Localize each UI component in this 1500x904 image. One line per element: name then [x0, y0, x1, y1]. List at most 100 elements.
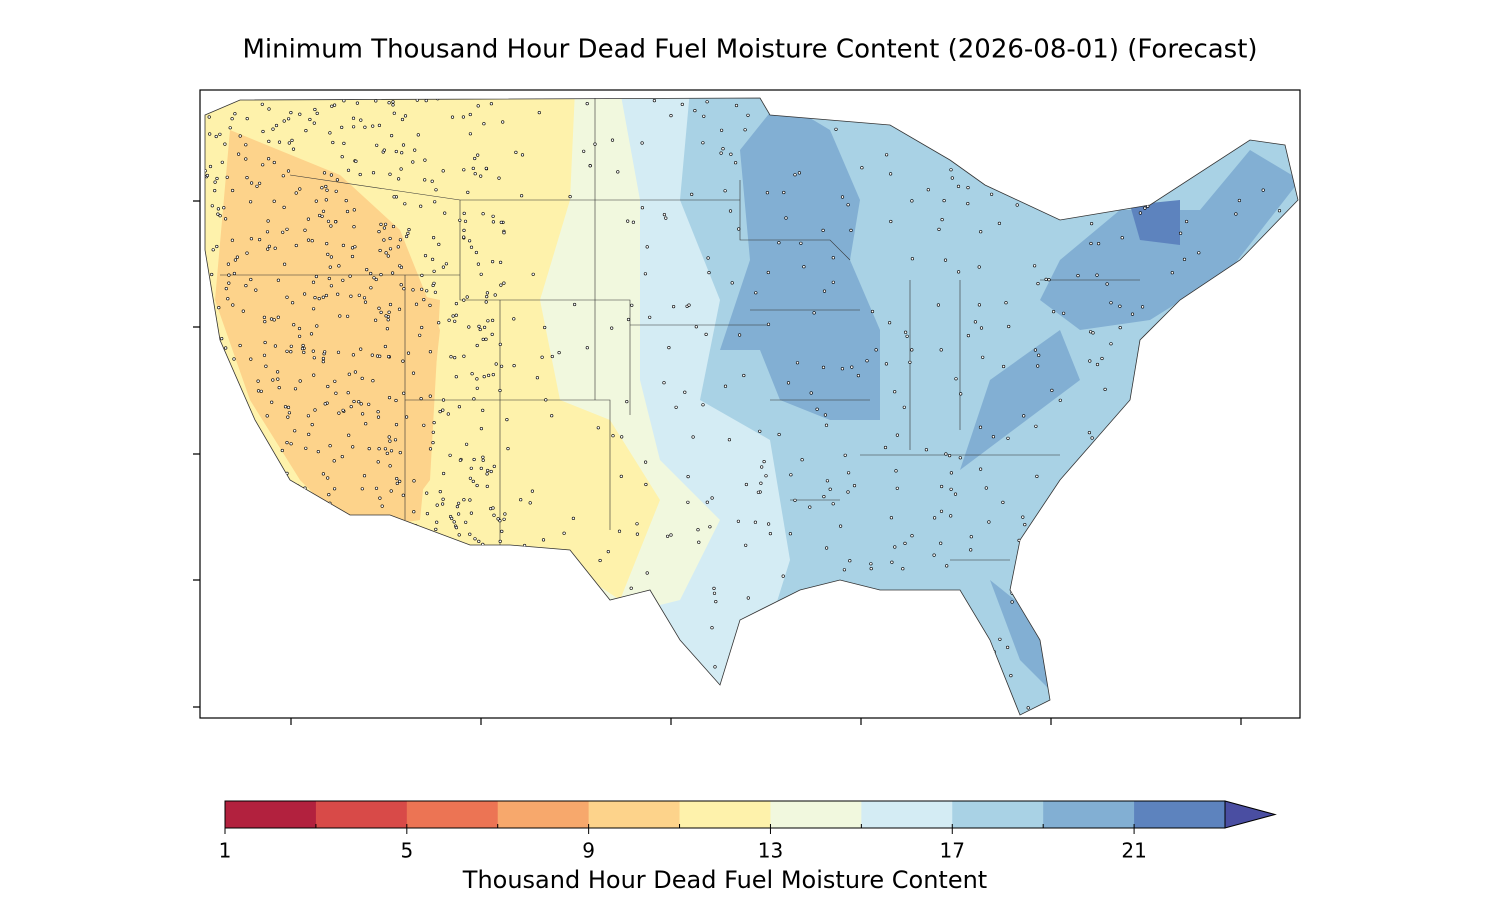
station	[327, 534, 332, 538]
station	[1176, 116, 1180, 120]
station	[341, 408, 345, 412]
station	[541, 538, 546, 542]
station	[309, 332, 314, 336]
station	[702, 114, 706, 118]
station	[260, 521, 265, 525]
station	[359, 118, 363, 122]
station	[402, 287, 406, 291]
colorbar-bin	[861, 801, 953, 828]
station	[319, 568, 323, 573]
station	[285, 227, 289, 231]
station	[380, 556, 384, 560]
station	[350, 246, 355, 250]
station	[399, 95, 402, 98]
station	[606, 549, 610, 554]
colorbar-bin	[225, 801, 317, 828]
station	[337, 264, 341, 268]
station	[742, 373, 746, 378]
station	[230, 238, 234, 242]
station	[346, 168, 351, 172]
station	[394, 149, 398, 154]
station	[977, 265, 981, 269]
station	[239, 678, 243, 682]
station	[1280, 470, 1284, 474]
station	[1246, 265, 1250, 269]
station	[433, 596, 437, 600]
station	[665, 534, 670, 538]
station	[874, 671, 878, 676]
station	[307, 432, 311, 437]
station	[319, 512, 323, 516]
station	[461, 670, 465, 675]
station	[411, 371, 416, 375]
station	[1173, 617, 1177, 621]
station	[321, 295, 325, 299]
station	[730, 281, 734, 285]
station	[944, 452, 948, 456]
station	[712, 586, 716, 591]
station	[362, 519, 367, 523]
station	[950, 176, 954, 180]
station	[1170, 271, 1174, 275]
station	[634, 603, 638, 607]
station	[1050, 388, 1054, 393]
station	[520, 153, 525, 157]
station	[226, 392, 230, 396]
station	[729, 152, 733, 156]
station	[1157, 603, 1161, 607]
station	[463, 670, 468, 674]
station	[359, 402, 363, 406]
station	[367, 447, 371, 451]
station	[261, 163, 265, 167]
station	[412, 479, 416, 483]
station	[243, 611, 247, 615]
station	[445, 697, 449, 701]
station	[834, 127, 838, 131]
station	[1162, 639, 1166, 643]
station	[1126, 645, 1130, 650]
station	[1186, 679, 1190, 684]
station	[230, 565, 235, 570]
station	[635, 522, 639, 526]
station	[370, 353, 374, 357]
station	[263, 531, 267, 536]
station	[368, 668, 373, 672]
station	[1021, 515, 1025, 519]
station	[231, 188, 235, 193]
station	[353, 556, 357, 560]
station	[460, 597, 464, 602]
station	[485, 472, 489, 476]
station	[616, 170, 620, 174]
station	[350, 254, 355, 259]
station	[1170, 665, 1174, 669]
station	[1088, 359, 1092, 363]
station	[298, 334, 302, 338]
station	[884, 362, 889, 366]
station	[455, 650, 459, 654]
station	[1253, 396, 1257, 400]
station	[476, 104, 480, 108]
station	[848, 559, 852, 563]
station	[491, 260, 495, 264]
station	[889, 516, 894, 520]
station	[430, 179, 434, 183]
station	[462, 211, 466, 215]
station	[258, 181, 262, 185]
station	[802, 265, 806, 269]
station	[283, 657, 287, 661]
station	[245, 116, 249, 121]
station	[377, 447, 381, 451]
station	[232, 557, 236, 562]
station	[468, 239, 472, 243]
station	[498, 519, 502, 523]
station	[210, 204, 214, 208]
station	[410, 578, 414, 582]
station	[273, 246, 277, 250]
station	[290, 138, 294, 142]
station	[328, 444, 332, 448]
station	[1000, 94, 1003, 97]
station	[895, 433, 900, 437]
station	[352, 225, 356, 229]
station	[513, 617, 517, 621]
station	[387, 435, 391, 439]
